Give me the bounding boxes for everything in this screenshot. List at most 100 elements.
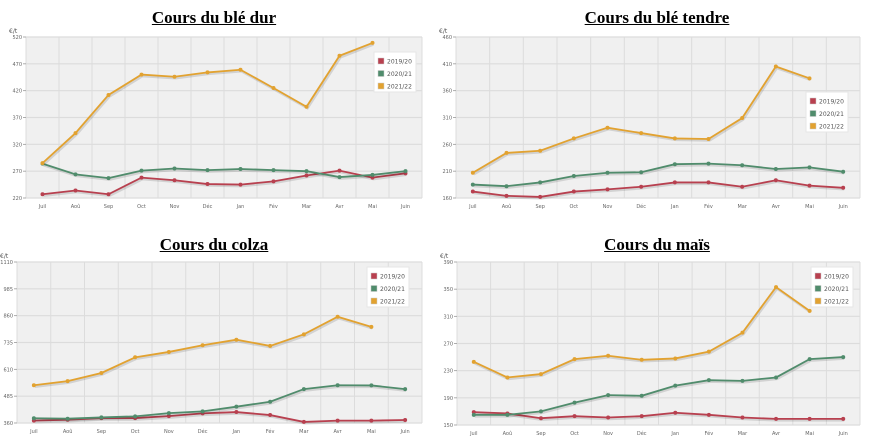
data-point [605,170,610,175]
data-point [234,410,239,415]
data-point [773,178,778,183]
x-tick-label: Fév [704,203,713,210]
x-tick-label: Mar [737,204,747,210]
legend-swatch [814,297,822,305]
series-shadow [43,163,407,181]
data-point [572,414,577,419]
data-point [369,383,374,388]
data-point [335,314,340,319]
x-tick-label: Sep [97,429,106,435]
x-tick-label: Juil [469,431,477,437]
x-tick-label: Mai [368,204,377,210]
data-point [99,370,104,375]
data-point [31,383,36,388]
data-point [672,162,677,167]
x-tick-label: Jan [236,204,245,210]
y-tick-label: 610 [3,367,13,373]
legend-label: 2020/21 [387,71,412,78]
x-tick-label: Nov [164,429,174,435]
data-point [403,169,408,174]
series-shadow [474,412,845,422]
line-chart-2: 160 210 260 310 360 410 460€/t Juil Aoû Sep Oct Nov… [439,28,861,210]
y-tick-label: 520 [12,35,22,41]
data-point [205,168,210,173]
x-tick-label: Jan [670,431,679,437]
series-shadow [43,170,407,198]
legend-label: 2019/20 [819,99,844,106]
x-tick-label: Déc [203,203,213,210]
y-tick-label: 370 [12,116,22,122]
data-point [470,182,475,187]
data-point [807,357,812,362]
legend-label: 2020/21 [824,286,849,293]
x-tick-label: Aoû [502,203,512,210]
data-point [370,40,375,45]
data-point [470,189,475,194]
data-point [706,180,711,185]
data-point [166,349,171,354]
data-point [538,194,543,199]
series-shadow [34,412,407,425]
x-tick-label: Fév [266,428,275,435]
y-axis-unit-label: €/t [9,28,18,35]
data-point [271,168,276,173]
legend-label: 2019/20 [824,274,849,281]
legend-label: 2019/20 [387,59,412,66]
data-point [538,409,543,414]
data-point [571,136,576,141]
data-point [740,116,745,121]
y-tick-label: 460 [442,35,452,41]
x-tick-label: Oct [131,429,140,435]
y-tick-label: 985 [3,287,13,293]
y-tick-label: 1110 [0,260,13,266]
legend-label: 2021/22 [387,84,412,91]
series-line-2019-20 [473,411,844,420]
line-chart-3: 360 485 610 735 860 985 1110€/t Juil Aoû Sep Oct No… [0,253,423,435]
data-point [706,378,711,383]
data-point [335,418,340,423]
x-tick-label: Jan [232,429,241,435]
data-point [639,131,644,136]
data-point [370,172,375,177]
x-tick-label: Oct [570,431,579,437]
x-tick-label: Mai [367,429,376,435]
y-axis-unit-label: €/t [0,253,9,260]
data-point [133,414,138,419]
legend-swatch [814,285,822,292]
data-point [65,379,70,384]
y-tick-label: 735 [3,341,13,347]
y-tick-label: 470 [12,62,22,68]
data-point [40,192,45,197]
legend-swatch [370,272,378,280]
data-point [234,337,239,342]
data-point [605,125,610,130]
legend-swatch [370,297,378,305]
x-tick-label: Mar [299,429,309,435]
series-shadow [34,385,407,422]
data-point [774,375,779,380]
data-point [73,131,78,136]
data-point [65,416,70,421]
data-point [172,178,177,183]
data-point [672,136,677,141]
data-point [268,413,273,418]
data-point [200,409,205,414]
series-line-2020-21 [473,356,844,416]
y-tick-label: 150 [443,423,453,429]
data-point [301,332,306,337]
data-point [139,168,144,173]
data-point [504,150,509,155]
data-point [301,387,306,392]
legend-swatch [809,122,817,130]
data-point [73,172,78,177]
data-point [672,180,677,185]
x-tick-label: Aoû [503,430,513,437]
data-point [841,185,846,190]
x-tick-label: Nov [170,204,180,210]
data-point [505,412,510,417]
data-point [166,411,171,416]
data-point [369,324,374,329]
data-point [99,415,104,420]
data-point [673,383,678,388]
y-axis-unit-label: €/t [440,253,449,260]
